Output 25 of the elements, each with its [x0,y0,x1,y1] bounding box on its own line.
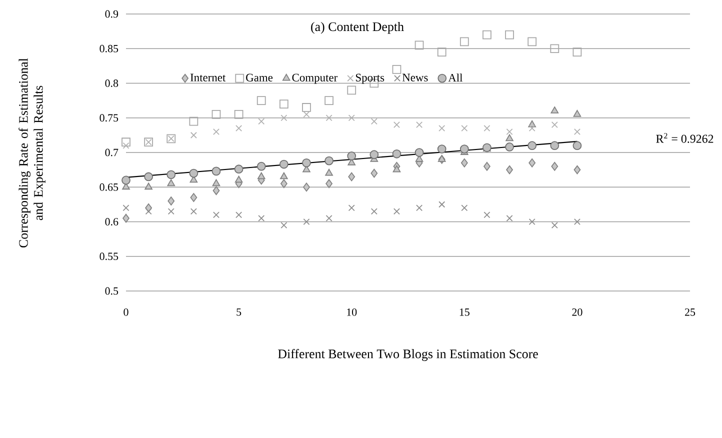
x-tick-label: 25 [685,308,696,316]
y-tick-label: 0.7 [105,148,118,156]
annotation: R$^{2}$ = 0.9262 [656,133,714,143]
y-tick-label: 0.6 [105,218,118,226]
y-tick-label: 0.55 [100,252,118,260]
x-tick-label: 0 [124,308,128,316]
x-tick-label: 20 [572,308,582,316]
x-tick-label: 15 [460,308,470,316]
x-tick-label: 10 [347,308,357,316]
y-tick-label: 0.5 [105,287,118,295]
y-tick-label: 0.85 [100,44,118,52]
y-tick-label: 0.9 [105,10,118,18]
y-tick-label: 0.65 [100,183,118,191]
text: (a) Content Depth [311,22,404,34]
legend-label: Computer [292,74,338,84]
y-tick-label: 0.75 [100,114,118,122]
y-axis-title: Corresponding Rate of Estimational and Experimental Results [18,58,46,248]
legend-label: Sports [356,74,384,84]
legend-label: Game [246,74,273,82]
y-tick-label: 0.8 [105,80,118,87]
legend-label: All [448,74,463,82]
x-tick-label: 5 [236,308,242,316]
x-axis-title: Different Between Two Blogs in Estimation Score [278,349,538,361]
legend-label: Internet [190,74,226,82]
legend-label: News [402,74,428,82]
